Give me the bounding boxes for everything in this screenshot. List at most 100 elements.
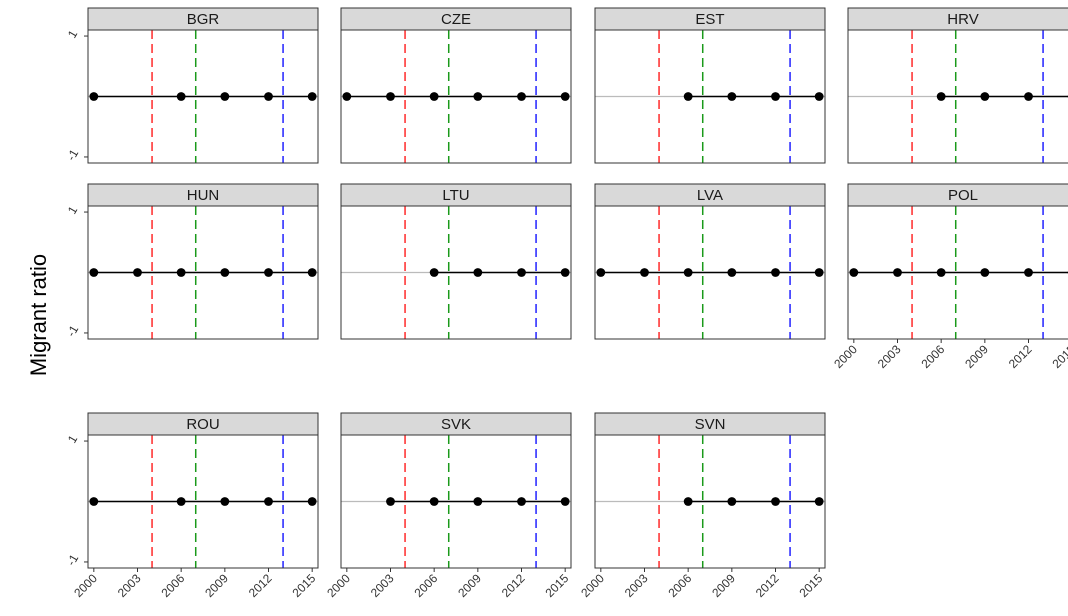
data-point-2006 [176, 92, 186, 101]
data-point-2012 [264, 497, 273, 506]
panel-rou: ROU -1 1 2000 2003 2006 2009 2012 2015 [64, 412, 319, 600]
x-tick-label: 2006 [159, 571, 188, 600]
data-point-2012 [264, 92, 273, 101]
strip-label: CZE [441, 11, 471, 28]
data-point-2015 [560, 268, 570, 277]
data-point-2003 [386, 497, 395, 506]
data-point-2012 [1024, 268, 1033, 277]
data-point-2015 [307, 497, 317, 506]
data-point-2015 [814, 92, 824, 101]
panel-svn: SVN 2000 2003 2006 2009 2012 2015 [578, 412, 826, 600]
data-point-2006 [936, 92, 946, 101]
x-tick-label: 2000 [324, 571, 353, 600]
panel-border [594, 434, 826, 569]
x-tick-label: 2006 [919, 342, 948, 371]
x-tick-label: 2015 [1050, 342, 1068, 371]
data-point-2006 [176, 497, 186, 506]
data-point-2015 [560, 497, 570, 506]
data-point-2009 [727, 268, 737, 277]
y-tick-label: 1 [65, 203, 81, 216]
data-point-2006 [176, 268, 186, 277]
data-point-2015 [814, 497, 824, 506]
data-point-2000 [89, 92, 99, 101]
data-point-2009 [473, 497, 483, 506]
data-point-2012 [264, 268, 273, 277]
y-tick-label: 1 [65, 27, 81, 40]
data-point-2009 [220, 92, 230, 101]
panel-svk: SVK 2000 2003 2006 2009 2012 2015 [324, 412, 572, 600]
panel-pol: POL 2000 2003 2006 2009 2012 2015 [831, 183, 1068, 371]
panel-ltu: LTU [340, 183, 572, 340]
panels: BGR -1 1 CZE EST HRV HUN -1 1 LTU LVA POL 2000 2003 20… [64, 7, 1068, 600]
data-point-2000 [849, 268, 859, 277]
x-tick-label: 2003 [368, 571, 397, 600]
x-tick-label: 2006 [412, 571, 441, 600]
data-point-2003 [386, 92, 395, 101]
data-point-2015 [560, 92, 570, 101]
strip-label: HRV [947, 11, 978, 28]
x-tick-label: 2012 [753, 571, 782, 600]
data-point-2000 [89, 497, 99, 506]
data-point-2000 [596, 268, 606, 277]
data-point-2012 [1024, 92, 1033, 101]
panel-border [594, 29, 826, 164]
panel-border [847, 29, 1068, 164]
strip-label: EST [695, 11, 724, 28]
y-tick-label: 1 [65, 432, 81, 445]
panel-border [340, 434, 572, 569]
data-point-2000 [342, 92, 352, 101]
strip-label: HUN [187, 187, 220, 204]
panel-cze: CZE [340, 7, 572, 164]
data-point-2015 [814, 268, 824, 277]
panel-border [340, 29, 572, 164]
data-point-2012 [771, 497, 780, 506]
y-tick-label: -1 [64, 552, 82, 569]
data-point-2006 [429, 268, 439, 277]
x-tick-label: 2012 [499, 571, 528, 600]
panel-border [87, 205, 319, 340]
data-point-2015 [307, 268, 317, 277]
x-tick-label: 2006 [666, 571, 695, 600]
data-point-2003 [640, 268, 649, 277]
data-point-2003 [893, 268, 902, 277]
panel-lva: LVA [594, 183, 826, 340]
strip-label: ROU [186, 416, 219, 433]
data-point-2009 [727, 92, 737, 101]
x-tick-label: 2003 [875, 342, 904, 371]
x-tick-label: 2003 [622, 571, 651, 600]
panel-bgr: BGR -1 1 [64, 7, 319, 164]
data-point-2006 [936, 268, 946, 277]
strip-label: BGR [187, 11, 220, 28]
x-tick-label: 2012 [1006, 342, 1035, 371]
x-tick-label: 2009 [455, 571, 484, 600]
panel-border [340, 205, 572, 340]
data-point-2012 [517, 268, 526, 277]
data-point-2009 [220, 268, 230, 277]
data-point-2006 [429, 497, 439, 506]
x-tick-label: 2000 [71, 571, 100, 600]
panel-border [594, 205, 826, 340]
y-axis-label: Migrant ratio [26, 254, 51, 376]
x-tick-label: 2015 [797, 571, 826, 600]
panel-border [87, 29, 319, 164]
data-point-2012 [517, 92, 526, 101]
data-point-2000 [89, 268, 99, 277]
data-point-2006 [683, 268, 693, 277]
panel-border [87, 434, 319, 569]
x-tick-label: 2015 [290, 571, 319, 600]
x-tick-label: 2009 [962, 342, 991, 371]
data-point-2009 [980, 92, 990, 101]
panel-hrv: HRV [847, 7, 1068, 164]
x-tick-label: 2012 [246, 571, 275, 600]
strip-label: SVK [441, 416, 471, 433]
y-tick-label: -1 [64, 147, 82, 164]
x-tick-label: 2015 [543, 571, 572, 600]
data-point-2009 [727, 497, 737, 506]
x-tick-label: 2000 [578, 571, 607, 600]
data-point-2009 [980, 268, 990, 277]
strip-label: LTU [442, 187, 469, 204]
data-point-2012 [771, 92, 780, 101]
data-point-2009 [220, 497, 230, 506]
y-tick-label: -1 [64, 323, 82, 340]
